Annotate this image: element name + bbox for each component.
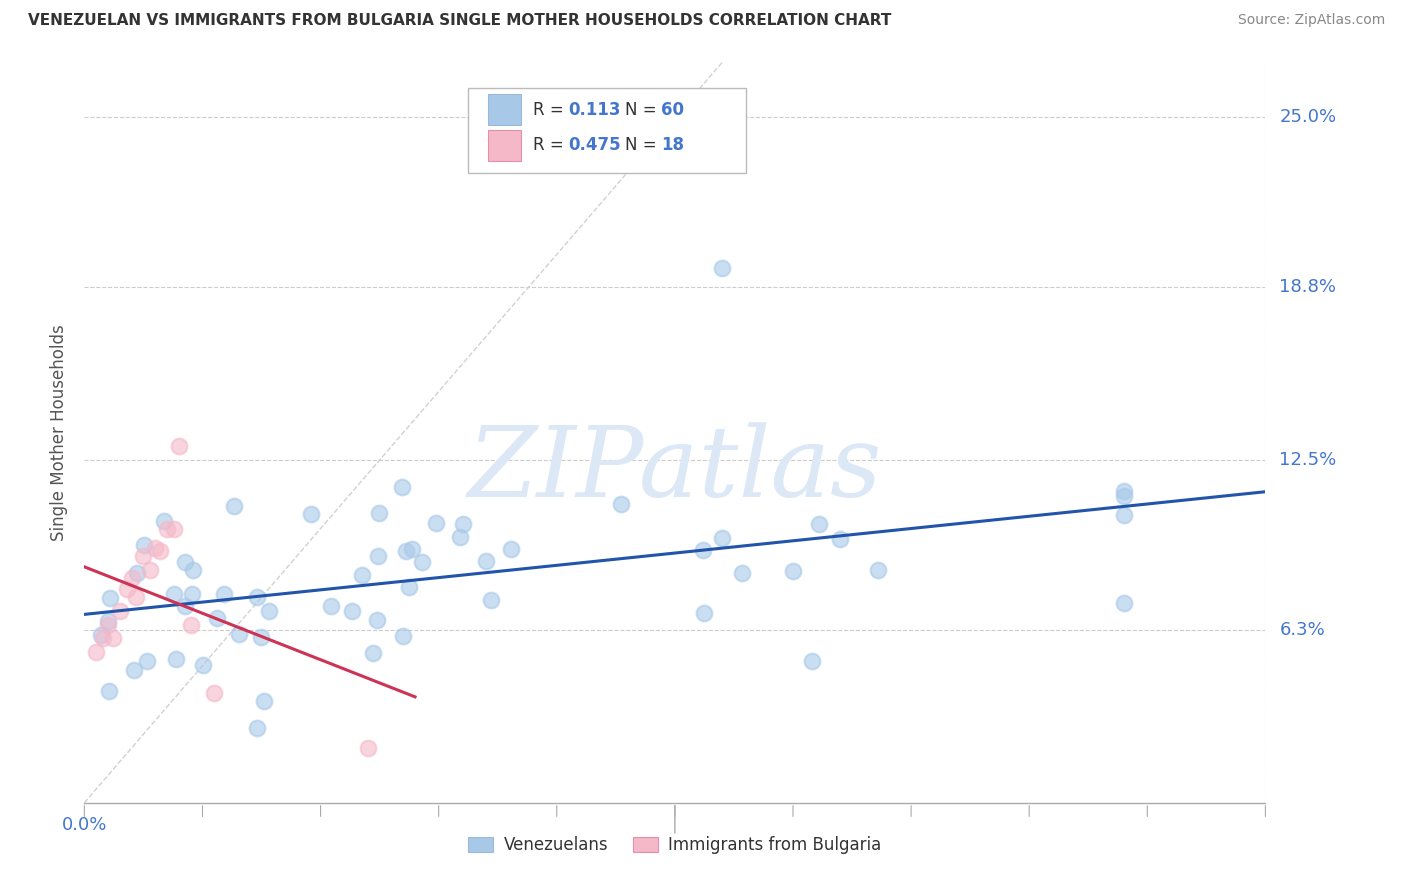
Point (830, 532, 852, 546)
Point (173, 599, 195, 614)
Bar (488, 95, 522, 126)
Text: 60: 60 (661, 101, 683, 119)
Point (449, 530, 471, 544)
Point (367, 549, 389, 563)
Text: R =: R = (533, 136, 569, 154)
Point (167, 439, 190, 453)
Point (191, 658, 214, 673)
Point (259, 604, 281, 618)
Text: 18: 18 (661, 136, 683, 154)
Bar (488, 130, 522, 161)
Point (800, 655, 823, 669)
Point (180, 587, 202, 601)
Text: N =: N = (626, 136, 662, 154)
Point (321, 599, 343, 614)
Text: 25.0%: 25.0% (1279, 108, 1337, 127)
Point (143, 541, 166, 555)
Point (224, 499, 246, 513)
Point (1112, 483, 1135, 498)
Point (1112, 489, 1135, 503)
Point (352, 568, 374, 582)
Text: 6.3%: 6.3% (1279, 621, 1324, 639)
Point (205, 611, 228, 625)
Point (398, 580, 420, 594)
Point (479, 593, 502, 607)
Point (363, 646, 385, 660)
Text: 18.8%: 18.8% (1279, 278, 1336, 296)
Point (125, 590, 148, 604)
Point (90, 627, 112, 641)
Point (866, 563, 889, 577)
Point (401, 542, 423, 557)
Point (711, 261, 734, 276)
Point (299, 507, 322, 521)
Point (246, 590, 269, 604)
Point (108, 604, 131, 618)
Point (152, 514, 174, 528)
Point (84, 645, 107, 659)
Point (101, 632, 124, 646)
Point (499, 541, 522, 556)
Point (91, 632, 114, 646)
Legend: Venezuelans, Immigrants from Bulgaria: Venezuelans, Immigrants from Bulgaria (461, 830, 889, 861)
Point (451, 517, 474, 532)
Point (156, 522, 179, 536)
Point (149, 543, 172, 558)
Point (132, 538, 155, 552)
Point (214, 587, 236, 601)
Point (340, 604, 363, 618)
Point (121, 571, 143, 585)
Point (132, 549, 155, 563)
Point (366, 613, 388, 627)
Point (98, 591, 121, 605)
Point (782, 564, 804, 578)
Point (246, 721, 269, 735)
Text: 0.113: 0.113 (568, 101, 621, 119)
Text: VENEZUELAN VS IMMIGRANTS FROM BULGARIA SINGLE MOTHER HOUSEHOLDS CORRELATION CHAR: VENEZUELAN VS IMMIGRANTS FROM BULGARIA S… (28, 13, 891, 29)
Point (395, 544, 418, 558)
Text: R =: R = (533, 101, 569, 119)
Text: ZIPatlas: ZIPatlas (468, 422, 882, 517)
Point (711, 531, 734, 545)
Point (808, 516, 831, 531)
Point (250, 630, 273, 644)
Point (115, 582, 138, 596)
Point (367, 506, 389, 520)
Point (228, 627, 250, 641)
Point (1112, 508, 1135, 522)
Point (391, 480, 413, 494)
Point (97, 617, 120, 632)
Point (139, 563, 162, 577)
Point (180, 617, 202, 632)
Point (174, 555, 197, 569)
Point (693, 607, 716, 621)
Y-axis label: Single Mother Households: Single Mother Households (51, 325, 69, 541)
Point (125, 566, 148, 580)
Point (692, 543, 714, 558)
Point (253, 694, 276, 708)
Point (183, 563, 205, 577)
Point (392, 629, 415, 643)
Text: 0.0%: 0.0% (62, 816, 107, 834)
Text: N =: N = (626, 101, 662, 119)
Point (202, 686, 225, 700)
Point (165, 652, 187, 666)
Point (357, 741, 380, 756)
Point (475, 554, 498, 568)
Text: Source: ZipAtlas.com: Source: ZipAtlas.com (1237, 13, 1385, 28)
Point (163, 522, 186, 536)
Point (122, 663, 145, 677)
Point (411, 555, 433, 569)
Point (425, 516, 447, 531)
Point (609, 497, 631, 511)
Text: 0.475: 0.475 (568, 136, 621, 154)
Point (731, 566, 754, 580)
Point (1112, 596, 1135, 610)
Text: 12.5%: 12.5% (1279, 451, 1337, 469)
Point (97, 615, 120, 629)
Point (136, 654, 159, 668)
Point (163, 587, 186, 601)
FancyBboxPatch shape (468, 88, 745, 173)
Point (97, 683, 120, 698)
